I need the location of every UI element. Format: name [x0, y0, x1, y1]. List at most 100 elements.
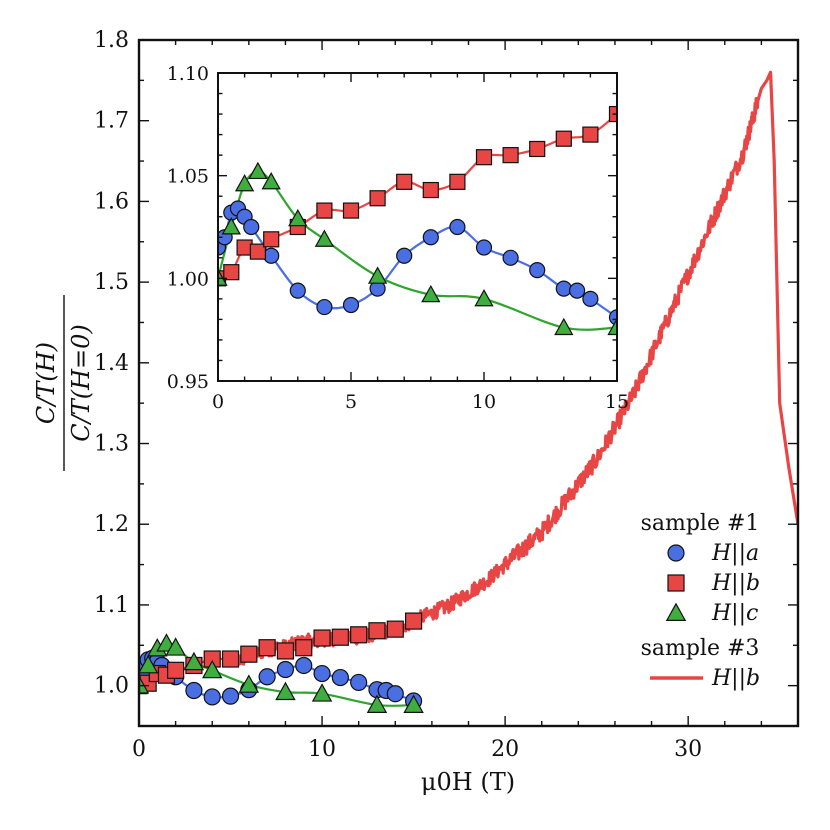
main-y-tick-label: 1.6: [94, 189, 129, 214]
main-x-tick-label: 10: [308, 737, 336, 762]
main-series-1-point-4: [167, 661, 185, 679]
inset-series-0-point-8: [316, 298, 333, 316]
inset-x-tick-label: 0: [212, 391, 224, 413]
main-series-2-point-5: [183, 651, 205, 671]
main-y-tick-label: 1.0: [94, 674, 129, 699]
inset-series-2-point-6: [314, 229, 335, 247]
legend-label: H||c: [711, 601, 758, 626]
inset-series-1-point-10: [422, 181, 439, 199]
main-y-tick-label: 1.1: [94, 593, 129, 618]
main-series-2-point-10: [366, 694, 388, 713]
main-x-tick-label: 0: [132, 737, 146, 762]
main-series-1-point-15: [368, 622, 386, 640]
inset-frame: [217, 72, 618, 382]
main-data: [139, 70, 798, 713]
inset-series-2-point-7: [367, 266, 388, 284]
inset-y-tick-label: 1.05: [167, 166, 209, 188]
inset-series-2-point-10: [554, 317, 574, 336]
main-series-0-point-15: [331, 668, 349, 687]
inset-series-1-point-7: [342, 202, 360, 219]
y-axis-label: C/T(H) C/T(H=0): [32, 295, 95, 471]
main-y-tick-label: 1.3: [94, 432, 129, 457]
main-series-1-point-9: [258, 639, 276, 657]
main-series-0-point-9: [221, 687, 240, 705]
main-series-2-point-8: [275, 681, 296, 701]
inset-series-1-point-4: [263, 231, 280, 248]
legend-group-title-1: sample #3: [641, 636, 760, 661]
inset-series-2-point-2: [234, 174, 255, 192]
inset-series-2-point-1: [221, 217, 241, 235]
main-x-tick-label: 20: [491, 737, 519, 762]
main-series-1-point-11: [295, 639, 313, 657]
inset-series-2-point-0: [218, 268, 228, 286]
main-series-0-point-19: [386, 685, 404, 703]
inset-series-1-point-14: [529, 140, 546, 158]
main-series-0-point-11: [258, 668, 276, 686]
main-y-tick-label: 1.4: [94, 351, 129, 376]
inset-series-2-point-4: [261, 171, 281, 190]
main-series-2-point-1: [139, 655, 159, 674]
inset-series-1-point-16: [582, 126, 599, 143]
inset-series-0-point-17: [555, 280, 572, 297]
inset-series-2-point-9: [474, 289, 494, 307]
main-series-1-point-17: [404, 612, 423, 630]
main-series-1-point-14: [350, 626, 368, 644]
main-y-tick-label: 1.2: [94, 512, 129, 537]
inset-series-0-point-15: [502, 249, 519, 266]
inset-series-0-point-19: [582, 290, 599, 307]
legend-marker-circle: [667, 544, 685, 562]
main-series-2-point-11: [403, 694, 424, 713]
inset-series-0-point-13: [449, 218, 466, 236]
legend-label: H||b: [711, 666, 760, 691]
inset-data: [218, 105, 617, 336]
main-series-1-point-16: [386, 620, 404, 638]
inset-x-tick-label: 15: [605, 391, 629, 413]
y-axis-label-denominator: C/T(H=0): [67, 324, 95, 442]
inset-series-1-point-6: [316, 202, 333, 219]
main-series-2-point-9: [311, 683, 333, 702]
legend-marker-square: [667, 574, 685, 592]
inset-series-0-point-7: [289, 282, 306, 299]
main-series-0-point-7: [185, 681, 203, 700]
legend-marker-triangle: [665, 602, 687, 621]
inset-y-tick-label: 0.95: [167, 371, 209, 393]
y-axis-label-numerator: C/T(H): [32, 342, 60, 424]
main-series-2-point-4: [165, 637, 186, 656]
main-series-0-point-12: [276, 660, 295, 679]
main-ticks: [138, 39, 799, 727]
inset-series-1-point-15: [555, 130, 572, 147]
main-series-0-point-8: [203, 688, 221, 706]
inset-series-1-point-8: [369, 190, 386, 207]
main-series-2-point-7: [238, 674, 260, 693]
inset-series-2-point-5: [288, 208, 308, 227]
main-series-1-point-7: [221, 650, 240, 668]
inset-series-1-point-1: [223, 264, 240, 281]
inset-series-1-point-12: [475, 149, 493, 166]
main-series-0-point-14: [313, 664, 331, 683]
inset-series-0-point-18: [568, 282, 586, 299]
axis-labels: μ0H (T) C/T(H) C/T(H=0): [32, 295, 515, 796]
inset-x-tick-label: 5: [345, 391, 357, 413]
legend: sample #1 H||a H||b H||c sample #3 H||b: [641, 511, 761, 691]
inset-series-1-point-9: [396, 173, 413, 190]
inset-x-tick-label: 10: [472, 391, 496, 413]
inset-background: [218, 73, 617, 381]
inset-y-tick-label: 1.10: [167, 63, 209, 85]
inset-series-1-point-11: [449, 173, 466, 190]
inset-series-1-point-3: [249, 243, 266, 260]
main-y-tick-label: 1.5: [94, 270, 129, 295]
x-axis-label: μ0H (T): [421, 768, 515, 796]
main-x-tick-label: 30: [674, 737, 702, 762]
main-series-1-point-13: [331, 628, 349, 646]
main-series-1-point-10: [276, 642, 295, 660]
inset-series-0-point-11: [396, 247, 413, 264]
main-series-2-point-0: [139, 675, 150, 694]
inset-ticks: [217, 72, 618, 382]
inset-series-1-point-13: [502, 147, 519, 164]
legend-label: H||a: [711, 541, 759, 566]
legend-group-title-0: sample #1: [641, 511, 760, 536]
legend-label: H||b: [711, 571, 760, 596]
inset-series-0-point-14: [475, 239, 493, 256]
inset-y-tick-label: 1.00: [167, 268, 209, 290]
